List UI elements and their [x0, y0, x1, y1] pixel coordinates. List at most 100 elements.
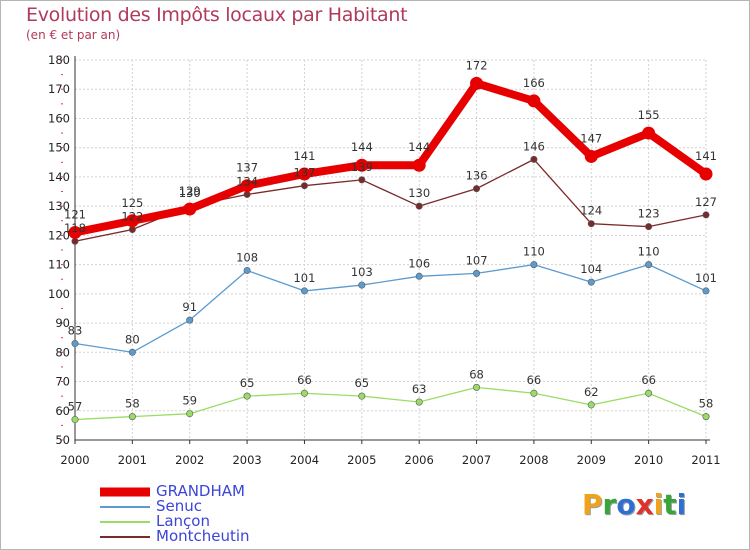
point-grandham [68, 225, 82, 239]
x-tick-label: 2002 [175, 453, 204, 467]
logo-letter: P [582, 488, 603, 521]
point-senuc [702, 287, 710, 295]
y-tick-label: 180 [48, 53, 70, 67]
y-tick-label: 90 [55, 316, 70, 330]
y-tick-label: 80 [55, 345, 70, 359]
data-label-senuc: 101 [293, 271, 315, 285]
point-senuc [300, 287, 308, 295]
data-label-lancon: 58 [699, 397, 714, 411]
x-tick-label: 2010 [634, 453, 663, 467]
point-lancon [243, 392, 251, 400]
data-label-senuc: 104 [580, 262, 602, 276]
point-grandham [584, 149, 598, 163]
point-grandham [527, 94, 541, 108]
y-tick-label: 140 [48, 170, 70, 184]
point-lancon [128, 413, 136, 421]
x-tick-label: 2009 [577, 453, 606, 467]
legend-label: Montcheutin [156, 527, 250, 545]
point-lancon [415, 398, 423, 406]
data-label-senuc: 91 [182, 300, 197, 314]
logo-letter: i [676, 488, 687, 521]
x-tick-label: 2007 [462, 453, 491, 467]
data-label-senuc: 80 [125, 332, 140, 346]
data-label-lancon: 65 [240, 376, 255, 390]
point-lancon [473, 383, 481, 391]
data-label-grandham: 155 [638, 108, 660, 122]
data-label-grandham: 144 [351, 140, 373, 154]
data-label-lancon: 65 [354, 376, 369, 390]
data-label-montcheutin: 136 [466, 169, 488, 183]
point-senuc [645, 261, 653, 269]
chart-title: Evolution des Impôts locaux par Habitant [26, 4, 408, 26]
series-lines [68, 76, 713, 424]
logo-letter: x [635, 488, 654, 521]
y-tick-label: 70 [55, 375, 70, 389]
y-tick-label: 150 [48, 141, 70, 155]
data-label-lancon: 66 [641, 373, 656, 387]
point-lancon [71, 416, 79, 424]
data-label-montcheutin: 130 [408, 186, 430, 200]
logo-letter: i [653, 488, 664, 521]
point-senuc [71, 340, 79, 348]
logo-letter: o [616, 488, 636, 521]
data-label-senuc: 106 [408, 256, 430, 270]
proxiti-logo: Proxiti [582, 488, 686, 521]
point-lancon [702, 413, 710, 421]
point-senuc [243, 266, 251, 274]
point-montcheutin [243, 190, 251, 198]
data-label-lancon: 62 [584, 385, 599, 399]
y-tick-label: 60 [55, 404, 70, 418]
y-tick-label: 160 [48, 111, 70, 125]
data-label-grandham: 121 [64, 207, 86, 221]
data-label-montcheutin: 122 [121, 210, 143, 224]
point-grandham [642, 126, 656, 140]
point-grandham [183, 202, 197, 216]
data-label-senuc: 110 [523, 245, 545, 259]
series-line-lancon [74, 386, 707, 421]
legend-label: Lançon [156, 512, 210, 530]
axes [61, 56, 710, 444]
data-label-lancon: 66 [527, 373, 542, 387]
point-grandham [412, 158, 426, 172]
x-tick-label: 2003 [232, 453, 261, 467]
data-label-senuc: 108 [236, 250, 258, 264]
data-label-montcheutin: 127 [695, 195, 717, 209]
data-label-montcheutin: 134 [236, 174, 258, 188]
point-senuc [128, 348, 136, 356]
grid-lines [75, 59, 707, 440]
point-senuc [186, 316, 194, 324]
data-label-montcheutin: 146 [523, 139, 545, 153]
data-label-grandham: 137 [236, 161, 258, 175]
point-senuc [587, 278, 595, 286]
point-grandham [355, 158, 369, 172]
legend-label: GRANDHAM [156, 482, 245, 500]
y-tick-label: 130 [48, 199, 70, 213]
legend-swatch [100, 505, 150, 508]
data-label-montcheutin: 124 [580, 204, 602, 218]
point-montcheutin [358, 176, 366, 184]
data-label-grandham: 141 [695, 149, 717, 163]
data-label-grandham: 129 [179, 184, 201, 198]
point-montcheutin [415, 202, 423, 210]
logo-letter: r [602, 488, 617, 521]
data-label-grandham: 166 [523, 76, 545, 90]
data-label-montcheutin: 137 [293, 166, 315, 180]
point-montcheutin [71, 237, 79, 245]
legend-swatch [100, 487, 150, 496]
point-montcheutin [300, 182, 308, 190]
x-tick-label: 2011 [691, 453, 720, 467]
data-label-senuc: 101 [695, 271, 717, 285]
data-label-grandham: 125 [121, 196, 143, 210]
data-label-grandham: 144 [408, 140, 430, 154]
y-tick-label: 100 [48, 287, 70, 301]
data-label-lancon: 66 [297, 373, 312, 387]
point-grandham [240, 179, 254, 193]
data-label-grandham: 147 [580, 131, 602, 145]
x-tick-label: 2001 [118, 453, 147, 467]
legend-swatch [100, 520, 150, 523]
point-montcheutin [128, 226, 136, 234]
point-grandham [297, 167, 311, 181]
data-label-montcheutin: 139 [351, 160, 373, 174]
